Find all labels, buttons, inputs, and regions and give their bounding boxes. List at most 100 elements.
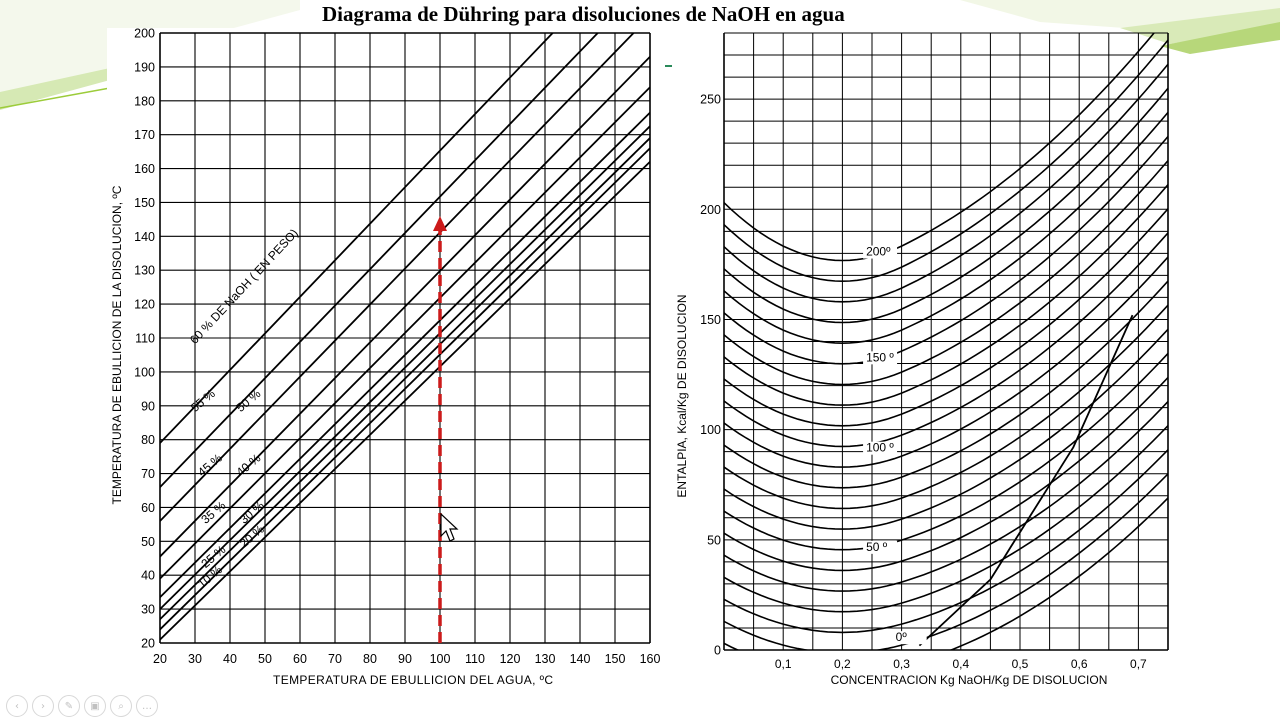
left-y-tick-label: 200 <box>134 27 155 41</box>
top-left-line <box>0 87 111 109</box>
isotherm-curve <box>724 473 1168 650</box>
left-x-tick-label: 130 <box>535 652 556 666</box>
left-y-tick-label: 60 <box>141 501 155 515</box>
arrow-head-icon <box>433 216 447 231</box>
left-y-tick-label: 80 <box>141 433 155 447</box>
left-x-tick-label: 30 <box>188 652 202 666</box>
left-y-tick-label: 140 <box>134 230 155 244</box>
series-line <box>160 147 650 631</box>
left-y-tick-label: 190 <box>134 60 155 74</box>
left-y-tick-label: 110 <box>135 332 155 346</box>
left-y-tick-label: 130 <box>134 264 155 278</box>
right-y-tick-label: 200 <box>700 203 721 217</box>
right-x-tick-label: 0,5 <box>1012 657 1029 671</box>
isotherm-curve <box>724 401 1168 592</box>
right-y-tick-label: 50 <box>707 533 721 547</box>
right-isotherms <box>724 33 1168 650</box>
isotherm-label: 200º <box>866 245 891 259</box>
right-y-tick-label: 0 <box>714 644 721 658</box>
right-y-tick-label: 150 <box>700 313 721 327</box>
isotherm-curve <box>724 376 1168 572</box>
left-grid <box>159 32 651 644</box>
left-y-tick-label: 180 <box>134 94 155 108</box>
isotherm-label: 100 º <box>866 441 894 455</box>
right-tick-labels: 0,1 0,2 0,3 0,4 0,5 0,6 0,7 0 50 100 150 200 250 <box>700 93 1147 671</box>
series-line <box>160 33 635 522</box>
left-y-tick-label: 100 <box>134 365 155 379</box>
isotherm-curve <box>724 208 1168 427</box>
isotherm-label: 0º <box>896 630 908 644</box>
previous-slide-button[interactable]: ‹ <box>6 695 28 717</box>
isotherm-curve <box>724 425 1168 613</box>
slideshow-toolbar: ‹ › ✎ ▣ ⌕… <box>6 695 158 717</box>
series-line <box>160 33 554 444</box>
left-x-tick-label: 40 <box>223 652 237 666</box>
isotherm-curve <box>724 33 1156 262</box>
right-y-tick-label: 250 <box>700 93 721 107</box>
isotherm-curve <box>724 63 1168 303</box>
isotherm-label: 50 º <box>866 540 888 554</box>
left-x-axis-label: TEMPERATURA DE EBULLICION DEL AGUA, ºC <box>273 673 553 687</box>
label-backdrop <box>863 441 898 455</box>
left-x-tick-label: 140 <box>570 652 591 666</box>
dashed-arrow-annotation <box>433 216 447 643</box>
isotherm-curve <box>724 256 1168 468</box>
left-y-tick-label: 70 <box>141 467 155 481</box>
left-x-tick-label: 150 <box>605 652 626 666</box>
right-x-tick-label: 0,6 <box>1071 657 1088 671</box>
left-y-tick-label: 120 <box>134 298 155 312</box>
zoom-button[interactable]: ⌕ <box>110 695 132 717</box>
isotherm-curve <box>724 184 1168 406</box>
left-y-tick-label: 50 <box>141 535 155 549</box>
isotherm-curve <box>724 160 1168 386</box>
isotherm-label: 150 º <box>866 350 894 364</box>
saturation-boundary <box>918 314 1134 647</box>
isotherm-curve <box>724 497 1168 650</box>
left-chart-paper <box>107 28 665 693</box>
left-x-tick-label: 50 <box>258 652 272 666</box>
left-x-tick-label: 100 <box>430 652 451 666</box>
left-x-tick-label: 110 <box>465 652 485 666</box>
series-line <box>160 86 650 580</box>
left-y-tick-label: 40 <box>141 569 155 583</box>
right-isotherm-labels: 200º 150 º 100 º 50 º 0º <box>863 245 927 645</box>
left-y-tick-label: 170 <box>134 128 155 142</box>
right-x-tick-label: 0,2 <box>834 657 851 671</box>
left-x-tick-label: 70 <box>328 652 342 666</box>
series-line <box>160 33 599 488</box>
mouse-cursor-icon <box>440 512 459 542</box>
pen-button[interactable]: ✎ <box>58 695 80 717</box>
slides-button[interactable]: ▣ <box>84 695 106 717</box>
top-right-stripe <box>1120 8 1280 44</box>
isotherm-curve <box>724 280 1168 489</box>
left-y-tick-label: 30 <box>141 603 155 617</box>
series-line <box>160 56 650 558</box>
left-x-tick-label: 160 <box>640 652 661 666</box>
left-x-tick-label: 120 <box>500 652 521 666</box>
left-y-tick-label: 90 <box>141 399 155 413</box>
next-slide-button[interactable]: › <box>32 695 54 717</box>
left-y-tick-label: 20 <box>141 637 155 651</box>
left-y-axis-label: TEMPERATURA DE EBULLICION DE LA DISOLUCI… <box>110 185 124 504</box>
right-y-axis-label: ENTALPIA, Kcal/Kg DE DISOLUCION <box>675 294 689 497</box>
left-x-tick-label: 80 <box>363 652 377 666</box>
right-x-axis-label: CONCENTRACION Kg NaOH/Kg DE DISOLUCION <box>831 673 1108 687</box>
isotherm-curve <box>724 87 1168 324</box>
slide-title: Diagrama de Dühring para disoluciones de… <box>322 2 845 26</box>
series-line <box>160 161 650 641</box>
left-x-tick-label: 20 <box>153 652 167 666</box>
left-y-tick-label: 160 <box>134 162 155 176</box>
label-backdrop <box>863 540 898 554</box>
right-grid <box>723 32 1169 651</box>
left-series <box>160 33 650 641</box>
label-backdrop <box>863 245 898 259</box>
left-x-tick-label: 90 <box>398 652 412 666</box>
isotherm-curve <box>724 352 1168 551</box>
series-line <box>160 111 650 598</box>
more-button[interactable]: … <box>136 695 158 717</box>
isotherm-curve <box>724 304 1168 510</box>
label-backdrop <box>863 351 898 365</box>
isotherm-curve <box>724 111 1168 345</box>
